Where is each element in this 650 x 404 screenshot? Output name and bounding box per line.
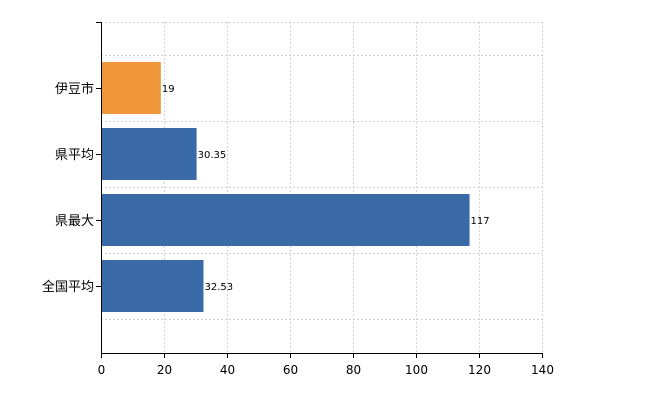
bar-value-label: 30.35 [198, 150, 227, 161]
category-label: 全国平均 [42, 279, 94, 295]
bar [102, 260, 204, 312]
bar-value-label: 117 [471, 216, 490, 227]
category-label: 伊豆市 [55, 81, 94, 97]
x-tick-label: 0 [98, 363, 106, 377]
bar-value-label: 19 [162, 84, 175, 95]
x-tick-label: 40 [220, 363, 235, 377]
x-tick-label: 80 [346, 363, 361, 377]
x-tick-label: 140 [531, 363, 554, 377]
bar [102, 128, 197, 180]
bar-value-label: 32.53 [204, 282, 233, 293]
bar-layer [102, 62, 470, 312]
grid-layer [101, 22, 543, 353]
axis-layer [96, 22, 543, 358]
bar [102, 194, 470, 246]
label-layer: 19 伊豆市 30.35 県平均 117 県最大 32.53 全国平均 0 20 40 60 80 100… [42, 81, 554, 377]
x-tick-label: 20 [157, 363, 172, 377]
x-tick-label: 100 [405, 363, 428, 377]
x-tick-label: 60 [283, 363, 298, 377]
category-label: 県最大 [55, 214, 94, 229]
category-label: 県平均 [55, 148, 94, 163]
bar [102, 62, 161, 114]
x-tick-label: 120 [468, 363, 491, 377]
